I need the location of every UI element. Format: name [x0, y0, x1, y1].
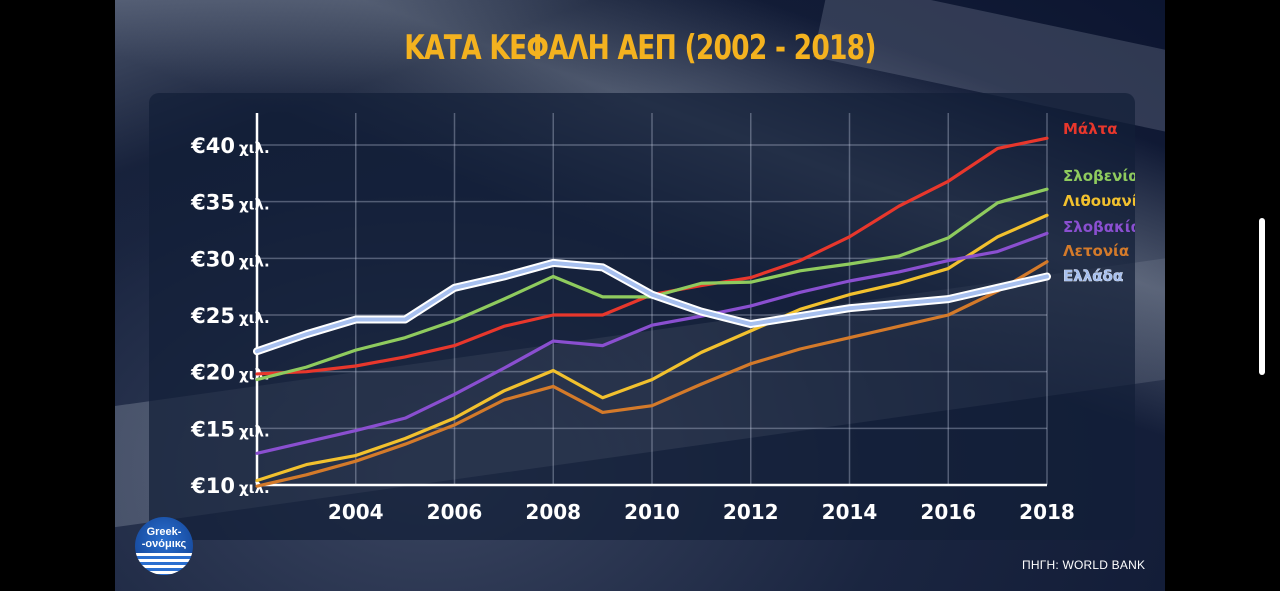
chart-panel: €10 χιλ. €15 χιλ. €20 χιλ. €25 χιλ. €30 χιλ. €35 χι…: [149, 93, 1135, 540]
logo-line-2: -ονόμικς: [141, 538, 187, 550]
logo-line-1: Greek-: [146, 526, 182, 538]
y-tick-label: €30: [190, 247, 235, 271]
y-tick-unit: χιλ.: [239, 139, 270, 157]
axes: [255, 113, 1047, 487]
legend-label-0: Μάλτα: [1063, 120, 1118, 138]
y-tick-label: €40: [190, 134, 235, 158]
y-tick-unit: χιλ.: [239, 309, 270, 327]
legend-label-3: Σλοβακία: [1063, 218, 1135, 236]
line-chart: €10 χιλ.€15 χιλ.€20 χιλ.€25 χιλ.€30 χιλ.€35 χι…: [190, 113, 1135, 524]
series-line-4: [255, 260, 1049, 488]
x-tick-label: 2014: [822, 500, 878, 524]
y-tick-unit: χιλ.: [239, 196, 270, 214]
x-tick-label: 2004: [328, 500, 384, 524]
y-tick-label: €25: [190, 304, 235, 328]
y-tick-unit: χιλ.: [239, 422, 270, 440]
x-tick-label: 2016: [920, 500, 976, 524]
y-tick-label: €35: [190, 191, 235, 215]
series-line-5: [255, 260, 1049, 354]
series-lines: [253, 136, 1051, 488]
x-tick-label: 2018: [1019, 500, 1075, 524]
legend-label-4: Λετονία: [1063, 242, 1129, 260]
x-tick-label: 2006: [427, 500, 483, 524]
legend-label-1: Σλοβενία: [1063, 167, 1135, 185]
x-tick-label: 2008: [525, 500, 581, 524]
legend-label-2: Λιθουανία: [1063, 192, 1135, 210]
y-tick-unit: χιλ.: [239, 479, 270, 497]
x-tick-label: 2010: [624, 500, 680, 524]
y-tick-label: €20: [190, 361, 235, 385]
legend-label-5: Ελλάδα: [1063, 267, 1123, 285]
y-tick-label: €15: [190, 417, 235, 441]
y-tick-unit: χιλ.: [239, 252, 270, 270]
y-tick-label: €10: [190, 474, 235, 498]
legend: Μάλτα Σλοβενία Λιθουανία Σλοβακία Λετονία Ελλ…: [1063, 120, 1135, 285]
x-axis-ticks: 2004 2006 2008 2010 2012 2014 2016 2018: [328, 500, 1075, 524]
series-line-2: [255, 213, 1049, 483]
video-frame: ΚΑΤΑ ΚΕΦΑΛΗ ΑΕΠ (2002 - 2018) €10 χιλ. €15…: [115, 0, 1165, 591]
scrollbar[interactable]: [1259, 218, 1265, 375]
x-tick-label: 2012: [723, 500, 779, 524]
chart-title: ΚΑΤΑ ΚΕΦΑΛΗ ΑΕΠ (2002 - 2018): [404, 28, 876, 68]
y-axis-ticks: €10 χιλ.€15 χιλ.€20 χιλ.€25 χιλ.€30 χιλ.€35 χι…: [190, 134, 270, 498]
flag-stripes-icon: [135, 553, 193, 575]
greekonomics-logo: Greek- -ονόμικς: [135, 517, 193, 575]
source-label: ΠΗΓΗ: WORLD BANK: [1022, 558, 1146, 572]
series-line-3: [255, 231, 1049, 455]
